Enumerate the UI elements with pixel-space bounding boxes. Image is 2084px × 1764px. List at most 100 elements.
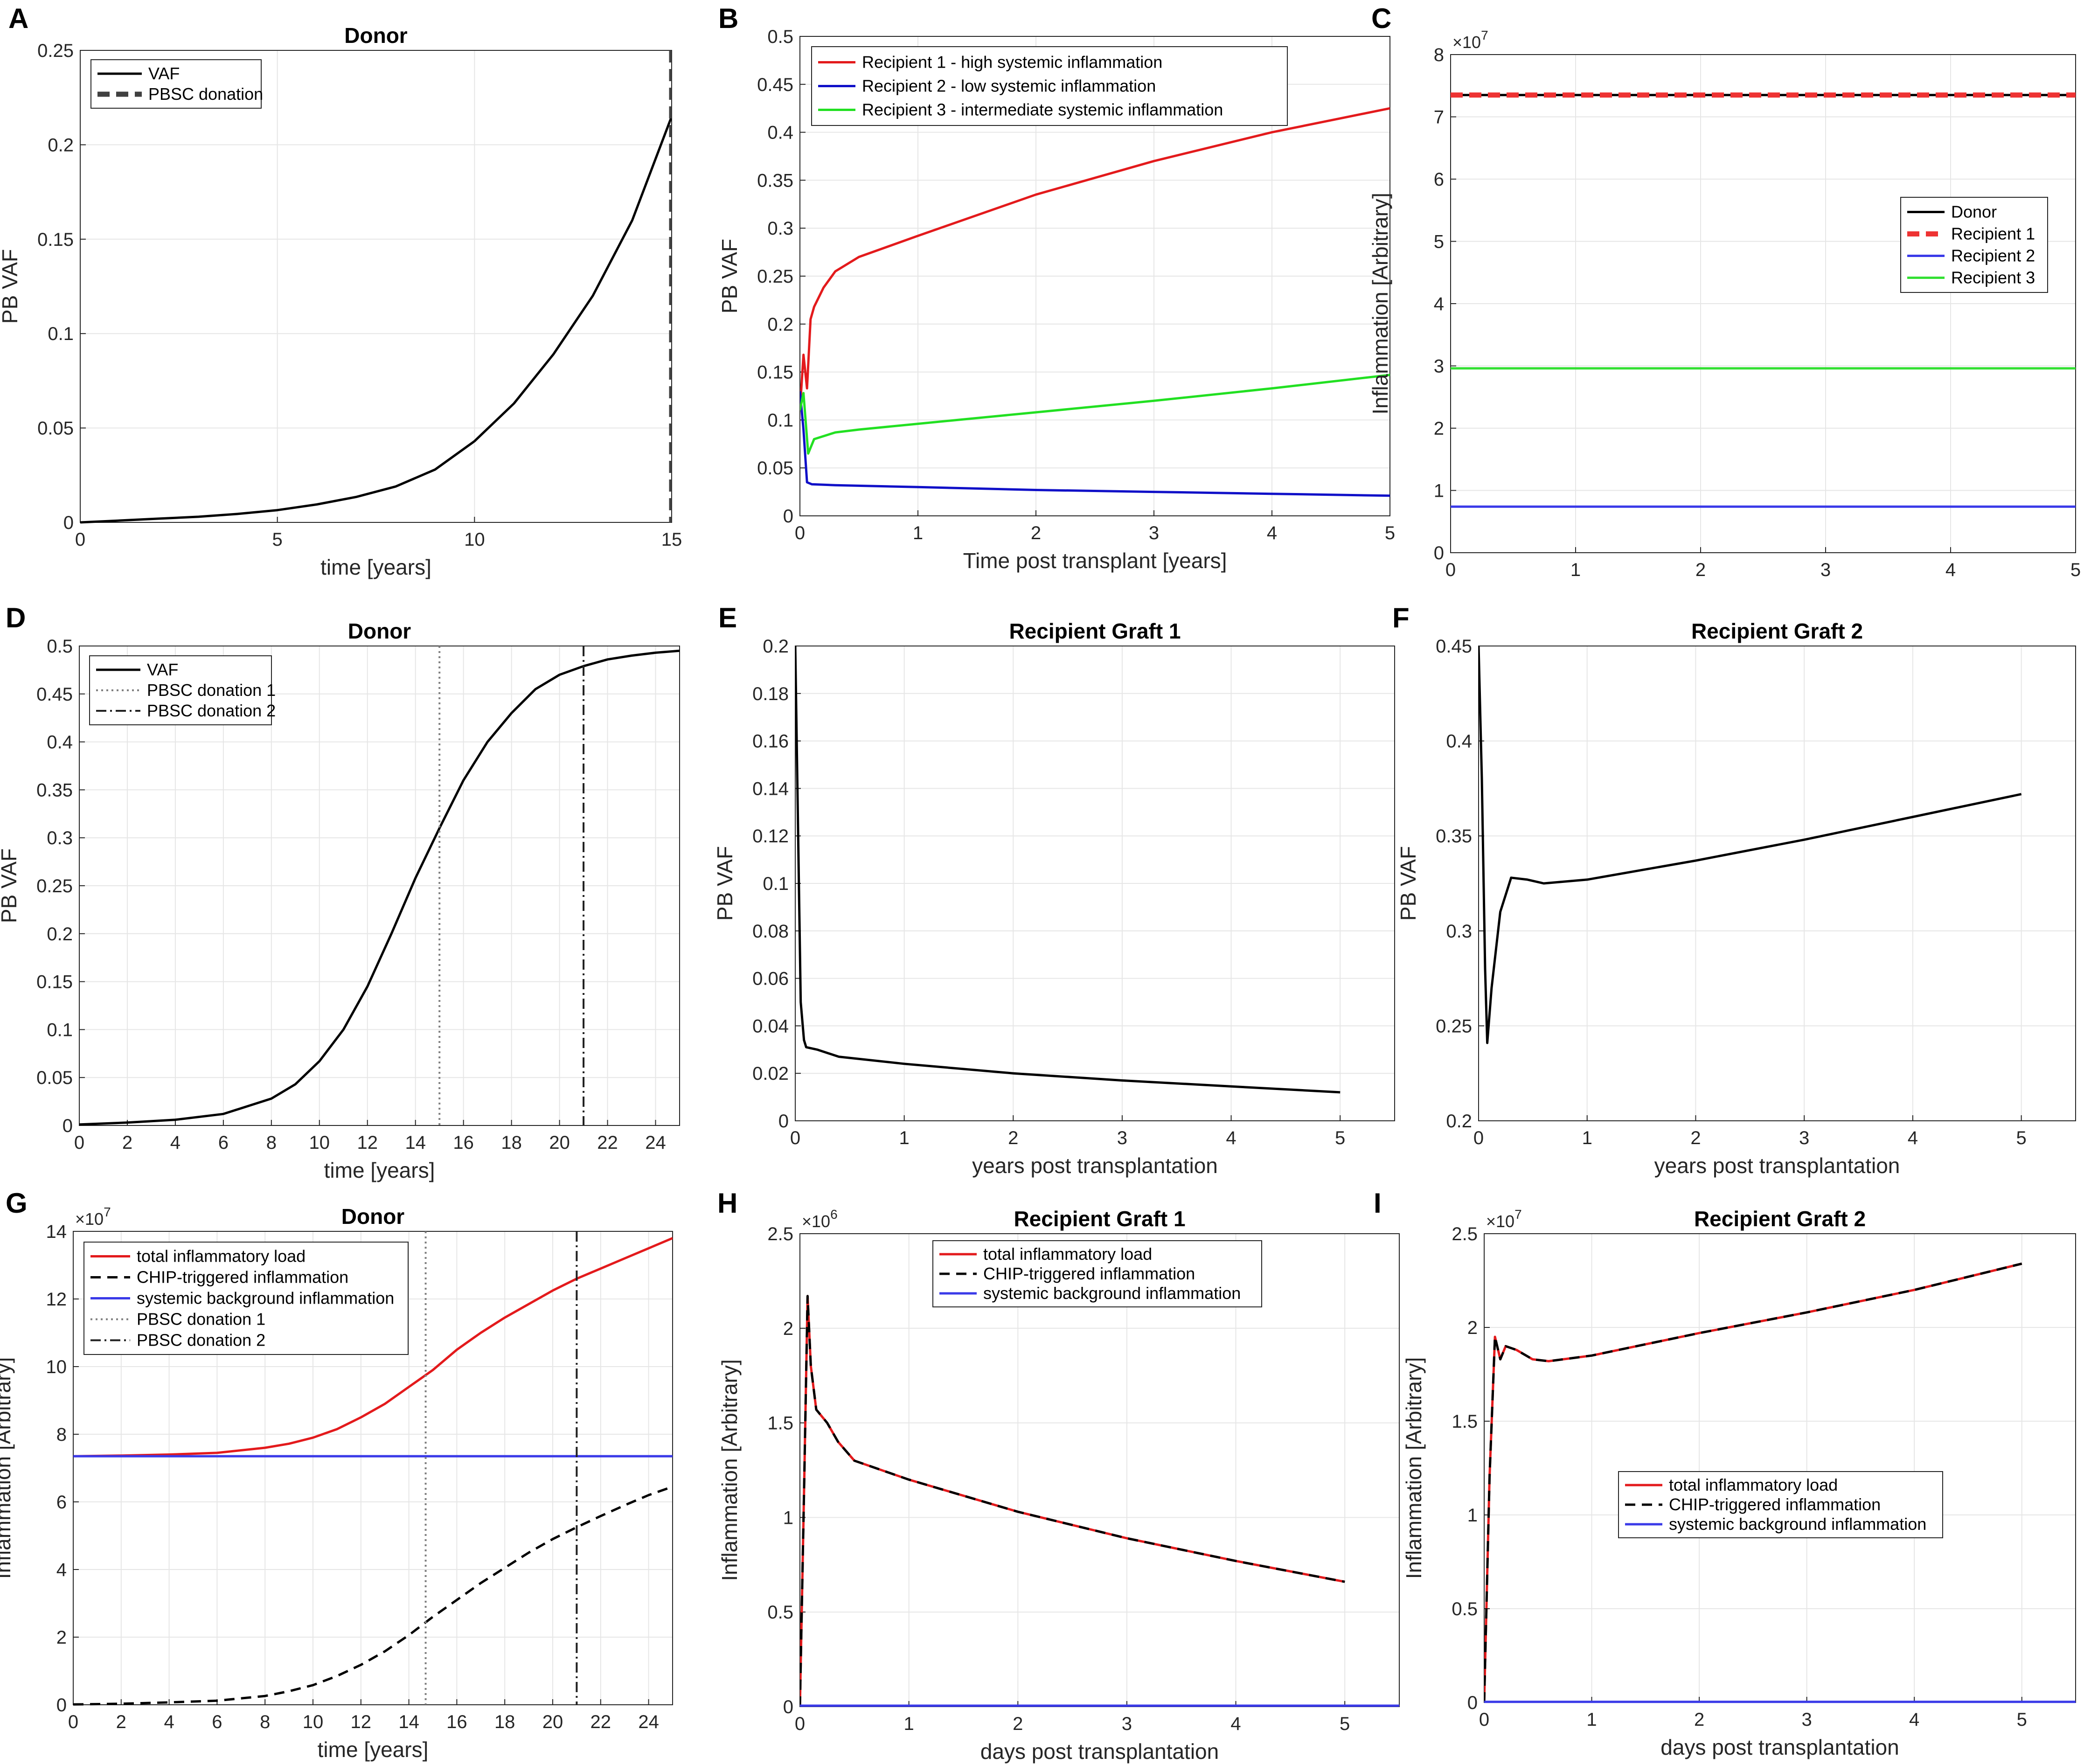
panel-label: F: [1392, 602, 1410, 633]
x-tick-label: 4: [1945, 560, 1956, 580]
legend-entry: Recipient 2 - low systemic inflammation: [862, 76, 1156, 96]
chart-title: Donor: [348, 619, 411, 643]
legend-entry: systemic background inflammation: [983, 1284, 1241, 1303]
y-tick-label: 2.5: [1452, 1224, 1478, 1244]
y-tick-label: 8: [56, 1424, 67, 1445]
legend-entry: total inflammatory load: [137, 1247, 306, 1266]
legend: Recipient 1 - high systemic inflammation…: [811, 46, 1288, 126]
x-axis-label: days post transplantation: [980, 1739, 1219, 1764]
y-axis-label: Inflammation [Arbitrary]: [0, 1357, 15, 1579]
x-tick-label: 12: [351, 1712, 372, 1732]
y-tick-label: 7: [1434, 107, 1444, 128]
x-tick-label: 20: [549, 1132, 570, 1153]
legend-entry: Recipient 1: [1951, 224, 2035, 243]
y-tick-label: 0.3: [47, 828, 73, 848]
x-tick-label: 2: [1694, 1709, 1704, 1730]
x-tick-label: 0: [74, 1132, 84, 1153]
series-line-chip-triggered-inflammation: [1484, 1262, 2022, 1703]
y-tick-label: 1: [1467, 1505, 1478, 1526]
y-axis-exponent: ×107: [1452, 28, 1488, 52]
y-tick-label: 0.2: [48, 135, 74, 155]
x-tick-label: 1: [1582, 1128, 1592, 1148]
y-tick-label: 4: [56, 1560, 67, 1580]
legend-entry: VAF: [148, 64, 180, 83]
panel-d: 0 2 4 6 8 10 12 14 16 18 20 22 2400.050.10.150.20.25…: [0, 602, 680, 1182]
x-tick-label: 2: [1031, 523, 1041, 543]
chart-title: Donor: [344, 23, 408, 48]
x-tick-label: 14: [405, 1132, 426, 1153]
axes-box: [79, 646, 680, 1126]
x-tick-label: 3: [1820, 560, 1831, 580]
y-tick-label: 0.18: [752, 684, 789, 704]
chart-title: Donor: [341, 1204, 405, 1229]
x-tick-label: 14: [398, 1712, 419, 1732]
axes-box: [73, 1231, 673, 1705]
panel-label: B: [718, 3, 738, 34]
y-tick-label: 0.05: [37, 418, 74, 439]
y-tick-label: 14: [46, 1222, 67, 1242]
y-tick-label: 0.06: [752, 969, 789, 989]
x-tick-label: 2: [1690, 1128, 1701, 1148]
legend-entry: PBSC donation 1: [137, 1310, 265, 1329]
axes-box: [1478, 646, 2076, 1121]
y-tick-label: 0: [56, 1695, 67, 1715]
x-tick-label: 4: [170, 1132, 181, 1153]
y-tick-label: 0.35: [36, 780, 73, 800]
x-tick-label: 12: [357, 1132, 378, 1153]
y-axis-label: PB VAF: [713, 846, 737, 921]
panel-label: I: [1374, 1188, 1382, 1219]
axes-box: [795, 646, 1395, 1121]
y-tick-label: 0.16: [752, 731, 789, 752]
panel-label: E: [718, 602, 737, 633]
y-tick-label: 0.25: [37, 41, 74, 61]
panel-a: 0 5 10 15 0 0.05 0.1 0.15 0.2 0.25 Donor time [year…: [0, 3, 682, 579]
chart-title: Recipient Graft 1: [1014, 1207, 1185, 1231]
x-tick-label: 4: [1230, 1714, 1241, 1734]
legend-box: [89, 655, 272, 725]
y-tick-label: 8: [1434, 45, 1444, 65]
y-tick-label: 0.45: [36, 684, 73, 705]
x-tick-label: 10: [309, 1132, 330, 1153]
x-tick-label: 3: [1117, 1128, 1127, 1148]
x-tick-label: 18: [494, 1712, 515, 1732]
y-axis-exponent: ×106: [802, 1207, 838, 1231]
x-tick-label: 2: [116, 1712, 126, 1732]
y-tick-label: 2: [1434, 418, 1444, 439]
y-tick-label: 0.25: [36, 876, 73, 896]
x-tick-label: 6: [212, 1712, 222, 1732]
y-tick-label: 2.5: [767, 1224, 793, 1244]
plot-area: [80, 50, 672, 522]
y-tick-label: 0.5: [47, 636, 73, 657]
panel-c: 0 1 2 3 4 5 0 1 2 3 4 5 6 7 8 ×107 Inflammation [Arbitra…: [1368, 3, 2081, 580]
y-tick-label: 0: [778, 1111, 789, 1132]
y-tick-label: 0.15: [36, 972, 73, 993]
y-tick-label: 0: [63, 513, 74, 533]
x-tick-label: 20: [542, 1712, 563, 1732]
y-tick-label: 0: [1467, 1693, 1478, 1713]
x-tick-label: 1: [913, 523, 923, 543]
legend-entry: total inflammatory load: [1669, 1475, 1838, 1494]
x-tick-label: 4: [1226, 1128, 1236, 1148]
legend-entry: Recipient 3 - intermediate systemic infl…: [862, 100, 1223, 119]
series-line-total-inflammatory-load: [73, 1237, 673, 1458]
y-tick-label: 0.25: [757, 266, 793, 287]
x-tick-label: 16: [446, 1712, 467, 1732]
panel-e: 0 1 2 3 4 5 0 0.02 0.04 0.06 0.08 0.1 0.12 0.14 0.16 0.…: [713, 602, 1395, 1178]
x-tick-label: 3: [1802, 1709, 1812, 1730]
x-tick-label: 2: [1008, 1128, 1018, 1148]
chart-title: Recipient Graft 2: [1691, 619, 1863, 643]
chart-title: Recipient Graft 1: [1009, 619, 1181, 643]
y-tick-label: 2: [783, 1319, 793, 1339]
series-line-chip-triggered-inflammation: [73, 1486, 673, 1706]
x-tick-label: 0: [790, 1128, 800, 1148]
y-tick-label: 0.45: [757, 75, 793, 95]
y-tick-label: 5: [1434, 232, 1444, 252]
y-tick-label: 0.1: [48, 324, 74, 344]
y-tick-label: 0: [1434, 543, 1444, 563]
panel-label: C: [1371, 3, 1391, 34]
y-tick-label: 1.5: [1452, 1411, 1478, 1432]
x-tick-label: 4: [1267, 523, 1277, 543]
